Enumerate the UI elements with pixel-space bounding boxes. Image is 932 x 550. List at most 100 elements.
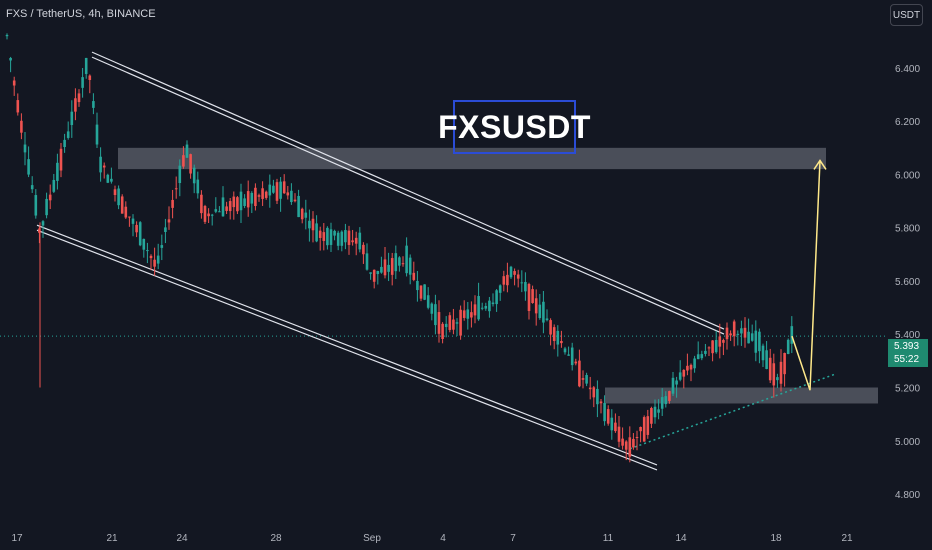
x-tick-label: 14 bbox=[675, 533, 687, 544]
candle-down bbox=[617, 426, 621, 442]
candle-down bbox=[149, 255, 153, 259]
candle-down bbox=[516, 274, 520, 279]
candle-down bbox=[462, 310, 466, 318]
candle-down bbox=[261, 188, 264, 199]
candle-down bbox=[419, 285, 423, 299]
x-tick-label: 21 bbox=[106, 533, 118, 544]
candle-up bbox=[45, 198, 48, 216]
candle-up bbox=[210, 214, 214, 216]
candle-up bbox=[380, 266, 383, 273]
candle-down bbox=[246, 191, 250, 208]
candle-up bbox=[110, 178, 113, 182]
y-tick-label: 5.600 bbox=[895, 277, 920, 288]
candle-down bbox=[592, 387, 596, 398]
candle-up bbox=[250, 192, 254, 204]
candle-down bbox=[48, 194, 52, 201]
candle-down bbox=[772, 363, 776, 386]
candle-down bbox=[293, 199, 297, 202]
x-tick-label: 24 bbox=[176, 533, 188, 544]
candle-down bbox=[128, 216, 131, 218]
candle-up bbox=[336, 232, 340, 246]
candle-down bbox=[646, 416, 650, 435]
candle-down bbox=[588, 387, 592, 390]
candle-up bbox=[696, 354, 700, 360]
candle-up bbox=[660, 397, 664, 409]
candle-down bbox=[718, 336, 722, 347]
candle-up bbox=[498, 285, 502, 293]
channel-upper-line bbox=[91, 51, 725, 330]
candle-up bbox=[304, 212, 308, 218]
candle-up bbox=[488, 300, 491, 312]
candle-down bbox=[401, 263, 405, 265]
candle-down bbox=[12, 80, 16, 86]
channel-upper-line bbox=[91, 56, 725, 335]
candle-down bbox=[74, 98, 77, 112]
x-tick-label: 21 bbox=[841, 533, 853, 544]
candle-down bbox=[650, 408, 653, 424]
candle-down bbox=[578, 360, 581, 387]
x-tick-label: 4 bbox=[440, 533, 446, 544]
currency-button[interactable]: USDT bbox=[890, 4, 923, 26]
candle-up bbox=[678, 372, 682, 380]
candle-down bbox=[459, 309, 462, 336]
candle-down bbox=[642, 417, 646, 442]
candle-up bbox=[405, 245, 408, 274]
candle-up bbox=[365, 253, 369, 270]
candle-up bbox=[56, 162, 59, 181]
projection-arrow-head bbox=[813, 159, 827, 170]
candle-down bbox=[725, 327, 729, 340]
candle-up bbox=[290, 190, 293, 203]
candle-up bbox=[63, 139, 66, 147]
candle-up bbox=[279, 181, 282, 199]
candle-up bbox=[477, 296, 480, 320]
candle-up bbox=[520, 282, 524, 284]
candle-up bbox=[423, 284, 426, 300]
candle-up bbox=[653, 406, 657, 418]
candle-down bbox=[513, 271, 516, 275]
candle-down bbox=[779, 361, 783, 384]
candle-up bbox=[160, 245, 164, 248]
candle-down bbox=[668, 391, 671, 401]
candle-up bbox=[358, 232, 362, 250]
candle-up bbox=[27, 159, 30, 175]
candle-down bbox=[606, 409, 610, 424]
candle-down bbox=[441, 323, 444, 340]
candle-up bbox=[214, 209, 218, 212]
candle-down bbox=[452, 319, 455, 330]
candle-down bbox=[732, 321, 736, 337]
candle-up bbox=[131, 218, 135, 224]
candle-up bbox=[444, 323, 448, 328]
candle-up bbox=[776, 377, 779, 381]
x-tick-label: 28 bbox=[270, 533, 282, 544]
candle-up bbox=[761, 345, 765, 361]
candle-up bbox=[747, 331, 750, 344]
candle-up bbox=[657, 409, 660, 413]
candle-down bbox=[412, 272, 416, 280]
candle-up bbox=[326, 227, 329, 246]
candle-up bbox=[156, 255, 160, 264]
candle-up bbox=[99, 156, 102, 173]
candle-down bbox=[153, 259, 156, 267]
candle-up bbox=[408, 257, 412, 275]
candle-up bbox=[545, 318, 549, 321]
candle-up bbox=[5, 34, 9, 37]
candle-down bbox=[264, 191, 268, 198]
bar-countdown-label: 55:22 bbox=[894, 354, 920, 365]
candle-up bbox=[491, 302, 495, 305]
candle-down bbox=[783, 353, 786, 375]
candle-up bbox=[675, 380, 678, 385]
y-tick-label: 5.800 bbox=[895, 224, 920, 235]
candle-down bbox=[286, 192, 290, 196]
candle-down bbox=[581, 378, 585, 380]
x-tick-label: 11 bbox=[603, 533, 614, 544]
candle-up bbox=[315, 223, 318, 242]
last-price-label: 5.393 bbox=[894, 341, 920, 352]
candle-down bbox=[729, 333, 732, 336]
candle-down bbox=[102, 165, 106, 168]
candle-up bbox=[333, 230, 336, 236]
candle-down bbox=[470, 312, 473, 318]
candle-down bbox=[135, 224, 138, 233]
candle-up bbox=[700, 354, 704, 359]
candle-down bbox=[506, 274, 509, 286]
